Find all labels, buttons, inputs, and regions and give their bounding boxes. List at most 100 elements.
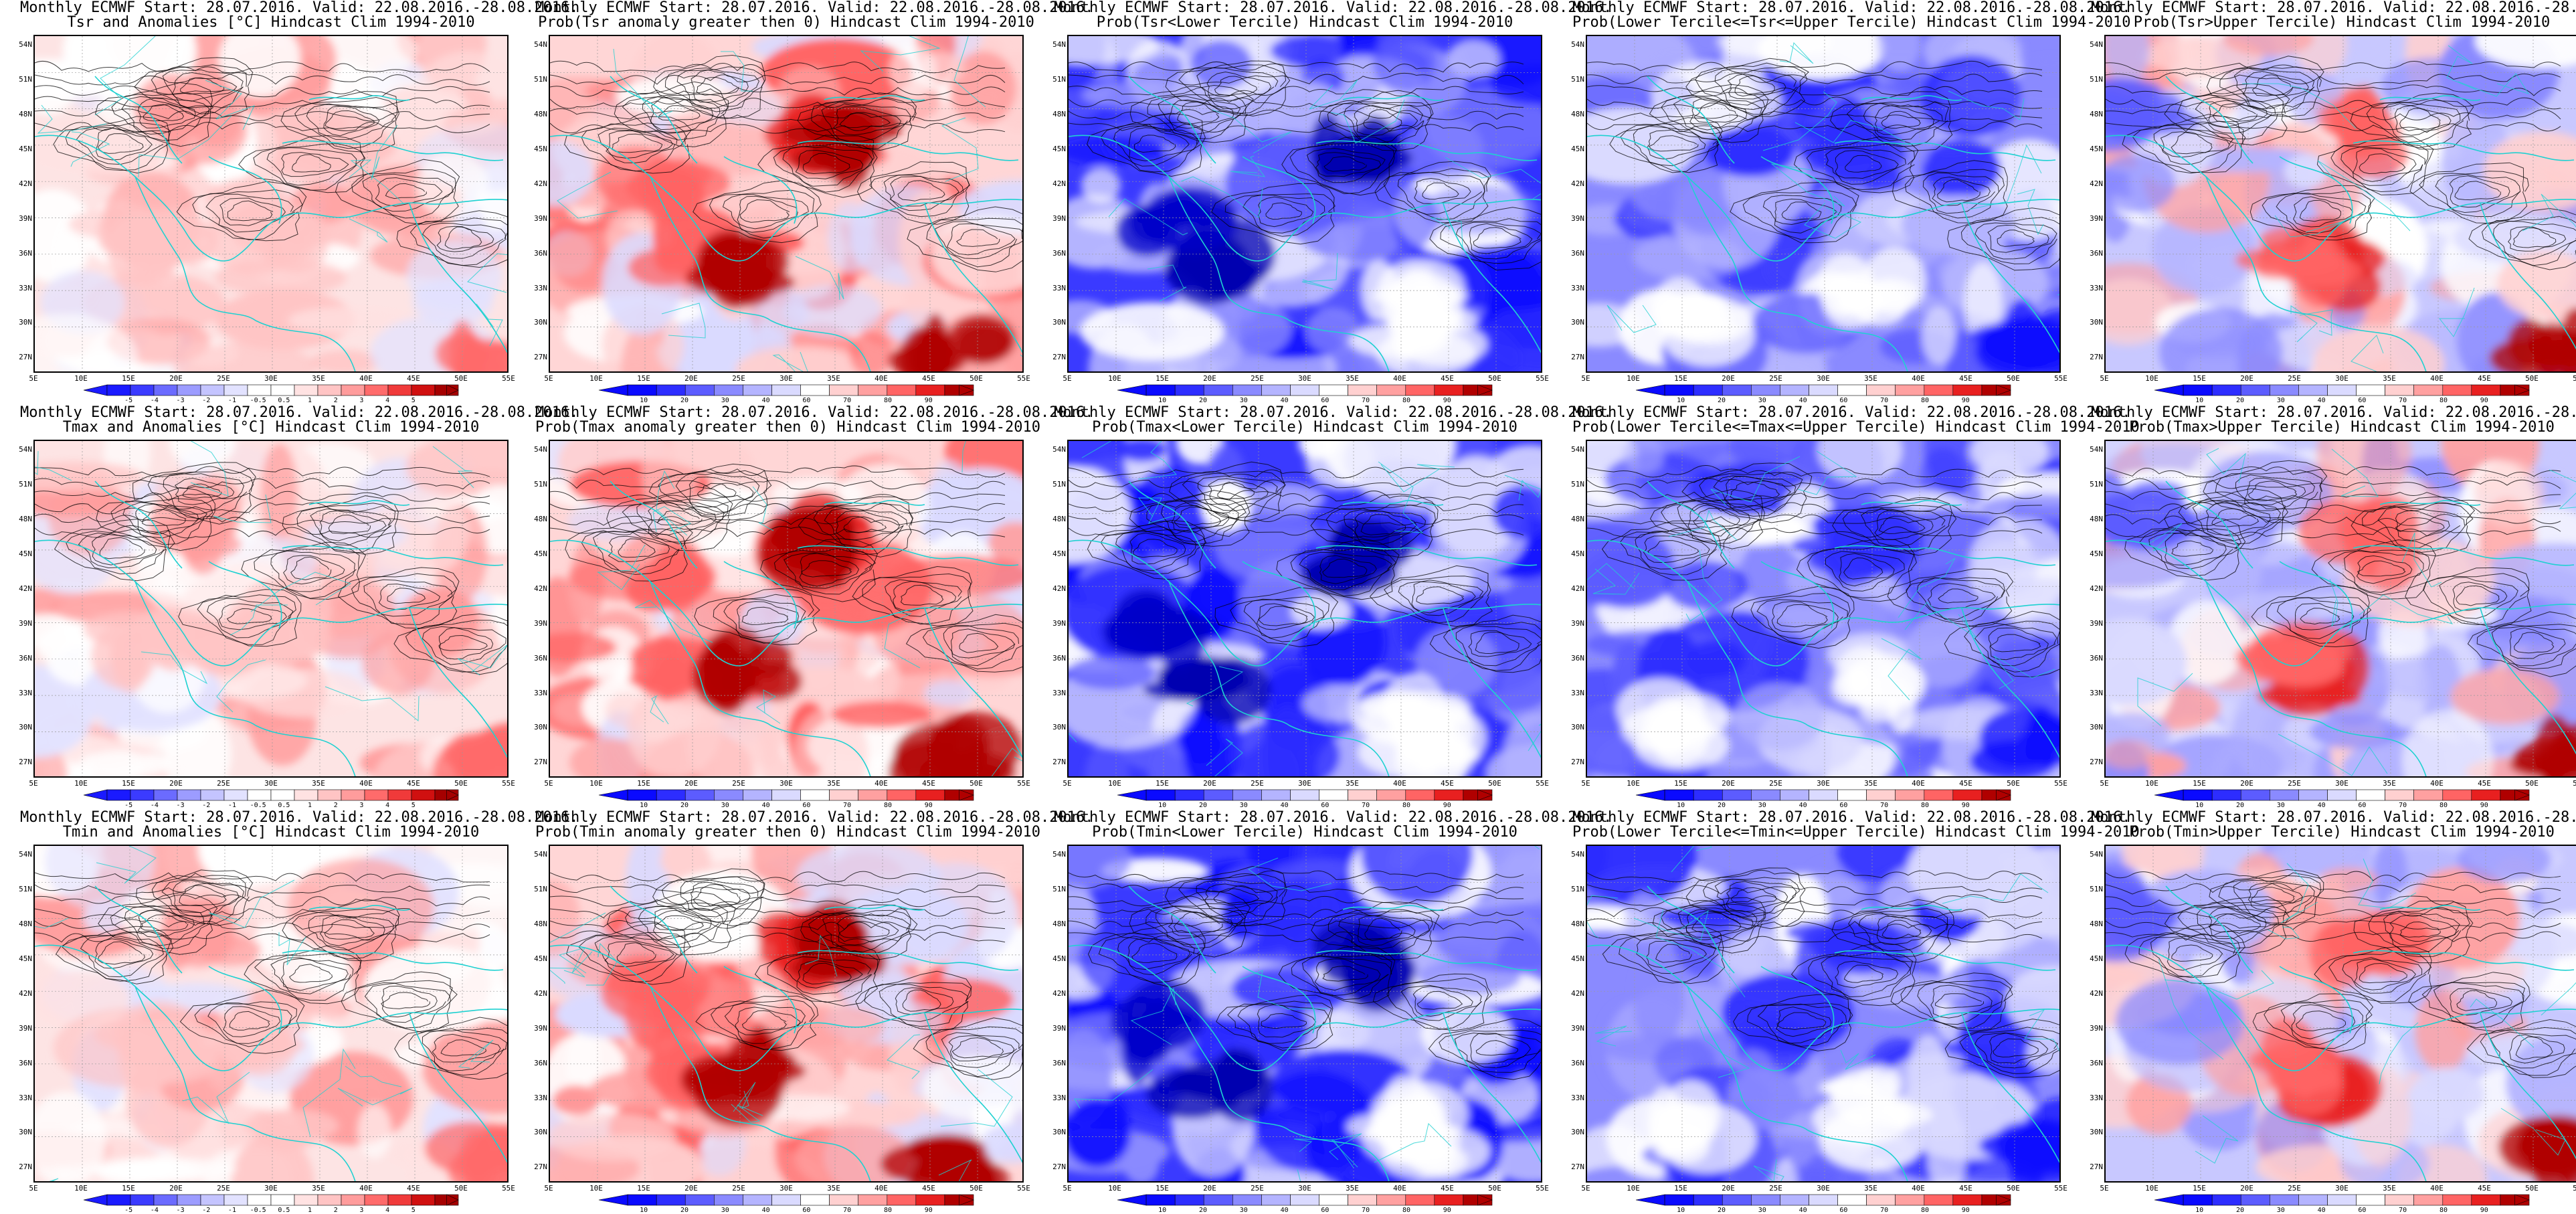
latitude-label: 33N [527, 284, 547, 292]
colorbar [1117, 385, 1492, 396]
colorbar-tick-label: 30 [721, 802, 729, 809]
latitude-label: 36N [527, 654, 547, 663]
panel-subtitle: Prob(Tmax<Lower Tercile) Hindcast Clim 1… [1054, 420, 1556, 436]
colorbar-tick-label: -4 [151, 1207, 159, 1214]
longitude-label: 40E [1393, 374, 1406, 383]
longitude-label: 35E [2383, 779, 2396, 788]
colorbar [2154, 1195, 2529, 1205]
longitude-label: 50E [2007, 1184, 2020, 1193]
latitude-label: 45N [1046, 549, 1066, 558]
longitude-label: 35E [1346, 374, 1359, 383]
latitude-label: 33N [527, 1094, 547, 1102]
longitude-label: 30E [1298, 1184, 1311, 1193]
colorbar-tick-label: 0.5 [278, 397, 290, 404]
longitude-label: 35E [827, 779, 840, 788]
longitude-label: 15E [122, 779, 135, 788]
longitude-label: 30E [1817, 779, 1830, 788]
colorbar-tick-label: 80 [1402, 397, 1410, 404]
latitude-label: 33N [1046, 1094, 1066, 1102]
colorbar [599, 385, 974, 396]
colorbar-tick-label: 40 [1281, 397, 1289, 404]
forecast-map [1067, 35, 1542, 373]
colorbar-tick-label: 20 [1718, 802, 1726, 809]
longitude-label: 45E [922, 779, 935, 788]
map-panel-tmax-prob-above: Monthly ECMWF Start: 28.07.2016. Valid: … [535, 405, 1037, 806]
colorbar-tick-label: 60 [1839, 1207, 1847, 1214]
panel-subtitle: Prob(Tsr>Upper Tercile) Hindcast Clim 19… [2091, 15, 2576, 31]
longitude-label: 55E [1536, 779, 1549, 788]
latitude-label: 45N [2083, 954, 2103, 963]
colorbar-tick-label: 4 [385, 802, 389, 809]
longitude-label: 20E [169, 374, 183, 383]
longitude-label: 55E [2054, 779, 2067, 788]
longitude-label: 15E [2193, 374, 2206, 383]
longitude-label: 50E [2007, 779, 2020, 788]
latitude-label: 33N [1564, 1094, 1584, 1102]
longitude-label: 45E [1959, 374, 1972, 383]
panel-subtitle: Prob(Lower Tercile<=Tsr<=Upper Tercile) … [1572, 15, 2074, 31]
colorbar [2154, 790, 2529, 800]
longitude-label: 45E [1441, 1184, 1454, 1193]
longitude-label: 40E [359, 374, 373, 383]
colorbar-tick-label: -3 [177, 397, 185, 404]
panel-subtitle: Prob(Tmin anomaly greater then 0) Hindca… [535, 825, 1037, 841]
latitude-label: 36N [1046, 1059, 1066, 1067]
colorbar [84, 1195, 458, 1205]
latitude-label: 54N [527, 850, 547, 859]
longitude-label: 5E [2100, 779, 2108, 788]
colorbar-tick-label: 60 [1321, 1207, 1329, 1214]
longitude-label: 45E [922, 1184, 935, 1193]
colorbar-tick-label: 90 [925, 802, 933, 809]
longitude-label: 20E [684, 779, 698, 788]
longitude-label: 50E [2525, 374, 2539, 383]
latitude-label: 54N [2083, 850, 2103, 859]
longitude-label: 55E [1536, 1184, 1549, 1193]
longitude-label: 15E [2193, 1184, 2206, 1193]
longitude-label: 15E [2193, 779, 2206, 788]
longitude-label: 25E [1251, 374, 1264, 383]
longitude-label: 5E [2100, 1184, 2108, 1193]
longitude-label: 10E [589, 1184, 603, 1193]
map-panel-tmin-prob-upper: Monthly ECMWF Start: 28.07.2016. Valid: … [2091, 810, 2576, 1211]
latitude-label: 54N [1046, 445, 1066, 454]
longitude-label: 30E [2335, 374, 2349, 383]
latitude-label: 51N [527, 480, 547, 489]
longitude-label: 55E [1017, 1184, 1030, 1193]
longitude-label: 20E [1203, 779, 1216, 788]
colorbar-tick-label: 60 [1321, 802, 1329, 809]
map-panel-tmin-prob-above: Monthly ECMWF Start: 28.07.2016. Valid: … [535, 810, 1037, 1211]
colorbar-tick-label: -2 [202, 1207, 210, 1214]
longitude-label: 5E [2100, 374, 2108, 383]
colorbar-tick-label: 20 [2236, 397, 2244, 404]
latitude-label: 39N [527, 619, 547, 628]
colorbar-tick-label: 30 [2277, 802, 2285, 809]
latitude-label: 36N [12, 654, 32, 663]
latitude-label: 39N [1046, 214, 1066, 223]
forecast-map [1586, 35, 2061, 373]
colorbar-tick-label: 60 [1321, 397, 1329, 404]
latitude-label: 42N [2083, 989, 2103, 998]
colorbar-tick-label: 90 [2480, 397, 2488, 404]
longitude-label: 25E [217, 779, 230, 788]
latitude-label: 45N [1564, 954, 1584, 963]
colorbar-tick-label: 30 [1240, 1207, 1248, 1214]
latitude-label: 45N [1046, 954, 1066, 963]
colorbar-tick-label: 80 [2440, 802, 2448, 809]
colorbar-tick-label: 70 [1880, 802, 1888, 809]
colorbar-tick-label: 90 [1443, 397, 1451, 404]
latitude-label: 36N [12, 1059, 32, 1067]
latitude-label: 39N [12, 1024, 32, 1033]
colorbar-tick-label: -5 [124, 802, 132, 809]
longitude-label: 35E [2383, 374, 2396, 383]
latitude-label: 54N [12, 40, 32, 49]
longitude-label: 55E [2054, 1184, 2067, 1193]
latitude-label: 33N [1046, 689, 1066, 697]
colorbar-tick-label: -4 [151, 802, 159, 809]
latitude-label: 36N [527, 1059, 547, 1067]
longitude-label: 15E [1674, 1184, 1687, 1193]
colorbar-tick-label: 10 [2195, 397, 2203, 404]
forecast-map [1067, 845, 1542, 1183]
longitude-label: 45E [2478, 1184, 2491, 1193]
latitude-label: 27N [12, 1162, 32, 1171]
latitude-label: 54N [12, 445, 32, 454]
